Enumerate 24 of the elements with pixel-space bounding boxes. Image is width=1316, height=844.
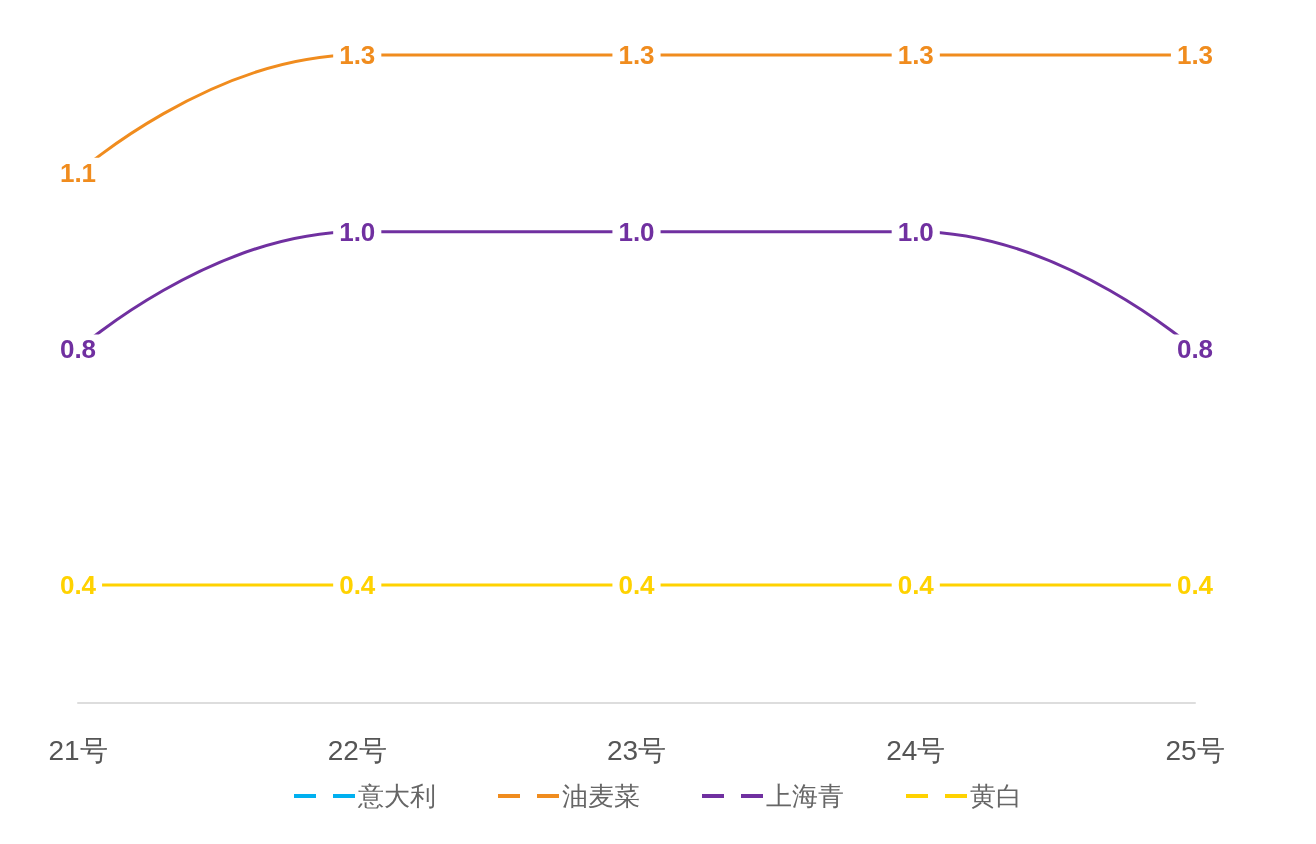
x-tick-label: 22号: [327, 734, 387, 766]
x-tick-label: 25号: [1165, 734, 1225, 766]
data-label: 1.0: [618, 216, 655, 247]
data-label: 1.3: [897, 40, 934, 70]
data-label: 0.4: [1176, 570, 1214, 600]
x-tick-label: 23号: [606, 734, 667, 766]
data-label: 1.0: [897, 216, 934, 247]
data-label: 1.3: [618, 40, 655, 70]
legend-label: 上海青: [766, 781, 844, 811]
data-label: 0.8: [59, 334, 97, 365]
x-tick-label: 21号: [48, 734, 108, 766]
data-label: 1.3: [1176, 40, 1214, 70]
legend-label: 黄白: [970, 781, 1022, 811]
data-label: 1.0: [339, 216, 376, 247]
data-label: 1.3: [339, 40, 376, 70]
legend-label: 意大利: [357, 781, 436, 811]
x-tick-label: 24号: [886, 734, 946, 766]
data-label: 0.4: [339, 570, 376, 600]
data-label: 0.8: [1176, 334, 1214, 365]
data-label: 1.1: [59, 157, 97, 188]
legend-label: 油麦菜: [562, 781, 640, 811]
data-label: 0.4: [618, 570, 656, 600]
data-label: 0.4: [897, 570, 935, 600]
data-label: 0.4: [59, 570, 97, 600]
